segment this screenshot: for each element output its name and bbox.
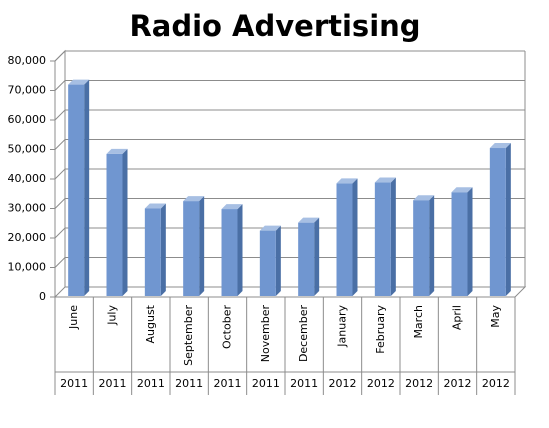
bar [374,177,396,296]
x-tick-label: January [336,305,349,348]
chart-title: Radio Advertising [129,9,420,43]
x-tick-label: September [182,305,195,366]
bar [144,203,166,296]
x-tick-label: February [374,305,387,354]
bar [336,178,358,296]
bar [451,187,473,296]
bar-side [505,143,511,296]
x-group-label: 2012 [444,377,472,390]
grid-line [54,80,525,91]
bar-top [221,204,243,210]
x-tick-label: April [451,305,464,330]
bar-side [352,178,358,296]
bar-top [336,178,358,184]
bar-front [298,222,315,296]
bar-front [413,200,430,296]
bar-side [390,177,396,296]
bar-front [374,182,391,296]
y-tick-label: 0 [39,290,46,303]
x-group-label: 2011 [214,377,242,390]
grid-line [54,139,525,150]
bar-front [489,148,506,296]
bar-front [221,209,238,296]
bar [221,204,243,296]
x-tick-label: March [412,305,425,339]
x-group-label: 2011 [137,377,165,390]
bar [298,217,320,296]
x-group-label: 2012 [405,377,433,390]
bar [259,225,281,296]
x-group-label: 2012 [329,377,357,390]
x-tick-label: August [144,304,157,343]
x-group-label: 2011 [175,377,203,390]
bar-front [451,192,468,296]
bar [68,79,90,296]
x-tick-label: July [106,305,119,326]
bar-top [144,203,166,209]
bar-side [275,225,281,296]
grid-line [54,109,525,121]
bar-side [237,204,243,296]
grid-line [54,286,525,298]
bar-side [314,217,320,296]
bar-side [429,195,435,296]
y-tick-label: 50,000 [8,143,47,156]
bar [413,195,435,296]
y-tick-label: 10,000 [8,261,47,274]
x-tick-label: May [489,305,502,328]
bar-side [122,148,128,296]
bar-top [183,196,205,202]
bar-front [144,208,161,296]
bar [489,143,511,296]
x-group-label: 2011 [60,377,88,390]
bar-top [374,177,396,183]
x-group-label: 2011 [252,377,280,390]
grid-line [54,198,525,209]
bar-side [467,187,473,296]
bar-side [84,79,90,296]
bar-front [183,201,200,296]
y-tick-label: 80,000 [8,54,47,67]
bar-top [259,225,281,231]
x-tick-label: October [221,305,234,349]
bar-top [489,143,511,149]
x-group-label: 2012 [367,377,395,390]
bar-front [259,230,276,296]
x-group-label: 2011 [99,377,127,390]
y-tick-label: 70,000 [8,84,47,97]
bar-front [106,153,123,296]
grid-line [54,227,525,239]
bar-top [451,187,473,193]
bar [106,148,128,296]
x-group-label: 2012 [482,377,510,390]
bar-front [68,84,85,296]
y-tick-label: 60,000 [8,113,47,126]
bar [183,196,205,296]
bar-top [413,195,435,201]
x-tick-label: November [259,305,272,363]
bar-top [106,148,128,154]
x-tick-label: December [297,305,310,363]
bar-side [160,203,166,296]
grid-line [54,50,525,62]
bar-top [68,79,90,85]
y-tick-label: 30,000 [8,202,47,215]
grid-line [54,168,525,180]
y-tick-label: 40,000 [8,172,47,185]
y-tick-label: 20,000 [8,231,47,244]
bar-front [336,183,353,296]
x-tick-label: June [67,305,80,330]
x-group-label: 2011 [290,377,318,390]
bar-top [298,217,320,223]
bar-side [199,196,205,296]
grid-line [54,257,525,268]
